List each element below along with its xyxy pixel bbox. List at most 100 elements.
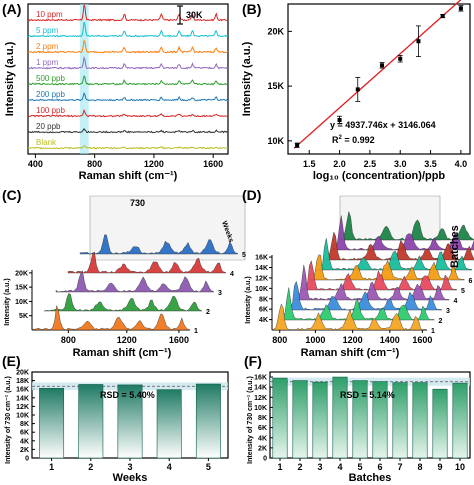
panel-b-data-point [440, 14, 445, 19]
panel-a-series-labels: 10 ppm 5 ppm 2 ppm 1 ppm 500 ppb 200 ppb 100 p… [36, 10, 65, 147]
panel-a-spectrum-line [27, 3, 229, 22]
panel-d-x-tick-label: 1000 [305, 335, 325, 345]
panel-a-x-tick-label: 400 [28, 159, 43, 169]
panel-b-equation: y = 4937.746x + 3146.064 [330, 120, 436, 130]
panel-b-data-point [295, 143, 300, 148]
panel-e-x-title: Weeks [113, 472, 148, 484]
panel-d-y-title: Intensity (a.u.) [245, 276, 252, 323]
panel-e-bar [156, 389, 182, 459]
panel-e-y-tick-label: 0 [25, 456, 29, 463]
panel-b-y-tick-label: 10K [267, 136, 284, 146]
panel-f-x-tick-label: 2 [297, 462, 302, 472]
panel-c-layer [67, 251, 227, 274]
panel-e-bar [78, 384, 104, 459]
panel-f-bar [392, 382, 408, 459]
panel-f-bar [412, 382, 428, 459]
panel-e-y-tick-label: 4K [20, 438, 29, 445]
panel-d: (D) 800 1000 1200 1400 16004K6K8K10K12K14K16… [242, 187, 474, 359]
panel-d-y-tick-label: 6K [259, 307, 268, 314]
panel-e-x-tick-label: 5 [206, 462, 211, 472]
panel-e-bars [32, 382, 228, 459]
panel-c-x-tick-label: 1200 [117, 335, 137, 345]
panel-b-r2-label: R [332, 135, 339, 145]
panel-c-y-tick-label: 20K [15, 270, 28, 277]
panel-f-y-tick-label: 6K [258, 425, 267, 432]
panel-b-data-point [337, 118, 342, 123]
panel-a-frame [27, 3, 229, 155]
panel-e-y-tick-label: 20K [16, 370, 29, 377]
panel-d-depth-title: Batches [449, 225, 461, 268]
panel-d-x-tick-label: 1400 [380, 335, 400, 345]
panel-c-layer [55, 270, 215, 293]
panel-a-series-label: Blank [36, 138, 57, 147]
panel-c-x-title: Raman shift (cm⁻¹) [73, 347, 172, 359]
panel-b-x-tick-label: 1.5 [303, 159, 316, 169]
panel-d-depth-tick: 3 [446, 308, 450, 315]
panel-a-series-label: 2 ppm [36, 42, 59, 51]
panel-c-letter: (C) [2, 187, 21, 203]
panel-a-series-label: 5 ppm [36, 26, 59, 35]
panel-d-layer [301, 260, 458, 291]
panel-b-x-tick-label: 2.0 [333, 159, 346, 169]
panel-a-x-tick-label: 800 [87, 159, 102, 169]
panel-b-data-point [355, 87, 360, 92]
panel-f-y-tick-label: 12K [254, 395, 267, 402]
panel-e-y-tick-label: 18K [16, 378, 29, 385]
panel-f-bars [270, 376, 470, 459]
panel-d-layer [324, 231, 474, 261]
panel-e-x-tick-label: 2 [88, 462, 93, 472]
panel-e-bar [195, 383, 221, 459]
panel-f-bar [432, 388, 448, 459]
panel-f-frame [269, 371, 471, 459]
panel-b-letter: (B) [242, 1, 261, 17]
panel-f-y-tick-label: 10K [254, 405, 267, 412]
panel-f-ticks: 0 2K 4K 6K 8K 10K 12K 14K 16K 1 2 3 4 5 6 7 8 9 10 [254, 375, 465, 472]
panel-b-x-tick-label: 4.0 [455, 159, 468, 169]
panel-b-x-tick-label: 3.5 [424, 159, 437, 169]
panel-b-y-title: Intensity (a.u.) [241, 41, 253, 116]
panel-f-y-tick-label: 8K [258, 415, 267, 422]
panel-c-depth-tick: 2 [206, 309, 210, 316]
panel-d-x-tick-label: 1600 [412, 335, 432, 345]
panel-b-y-tick-label: 20K [267, 26, 284, 36]
panel-f-x-tick-label: 9 [437, 462, 442, 472]
panel-d-depth-tick: 5 [461, 288, 465, 295]
panel-d-depth-tick: 6 [469, 278, 473, 285]
panel-a-x-ticks: 400 800 1200 1600 [28, 154, 223, 169]
panel-b-ticks: 1.5 2.0 2.5 3.0 3.5 4.0 10K 15K 20K [267, 26, 467, 169]
panel-f-x-tick-label: 4 [337, 462, 342, 472]
panel-a-series-label: 20 ppb [36, 122, 61, 131]
panel-f-bar [352, 380, 368, 459]
panel-c-layer [31, 305, 191, 331]
panel-f-x-tick-label: 7 [397, 462, 402, 472]
panel-f-letter: (F) [244, 353, 262, 369]
panel-b-r2-exponent: 2 [339, 135, 343, 141]
panel-d-y-tick-label: 14K [255, 265, 268, 272]
panel-e-bar [117, 384, 143, 459]
panel-c-y-tick-label: 10K [15, 299, 28, 306]
panel-f-x-title: Batches [349, 472, 392, 484]
panel-d-layer [294, 264, 450, 301]
panel-f-x-tick-label: 8 [417, 462, 422, 472]
panel-a-highlight-band [79, 4, 89, 154]
panel-f-x-tick-label: 10 [455, 462, 465, 472]
panel-f-x-tick-label: 3 [317, 462, 322, 472]
panel-b-y-tick-label: 15K [267, 81, 284, 91]
panel-e-y-tick-label: 6K [20, 430, 29, 437]
panel-a-spectra [27, 3, 229, 150]
panel-a-scale-label: 30K [186, 10, 203, 20]
panel-b-frame [287, 3, 471, 155]
panel-a-spectrum-line [27, 21, 229, 38]
panel-f-bar [312, 381, 328, 459]
panel-c-depth-tick: 1 [194, 328, 198, 335]
panel-d-depth-tick: 4 [454, 298, 458, 305]
panel-d-layer [271, 303, 428, 331]
panel-e-x-tick-label: 3 [127, 462, 132, 472]
panel-a-spectrum-line [27, 108, 229, 118]
panel-f-bar [372, 381, 388, 459]
panel-b-fit-line [293, 0, 462, 149]
panel-b-x-title: log₁₀ (concentration)/ppb [313, 170, 446, 182]
panel-e-y-tick-label: 8K [20, 421, 29, 428]
